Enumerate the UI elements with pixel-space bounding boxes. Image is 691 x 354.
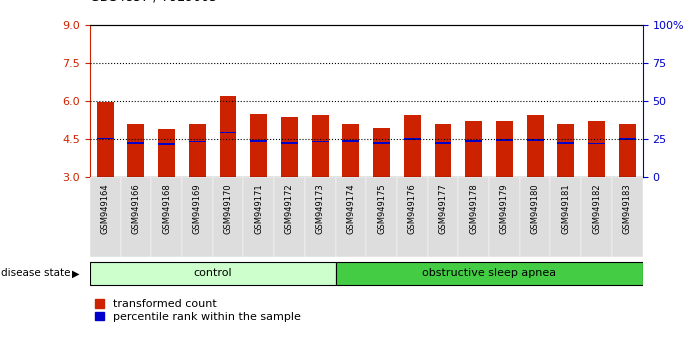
Text: GSM949172: GSM949172: [285, 183, 294, 234]
Bar: [558, 142, 574, 144]
Bar: [404, 115, 421, 177]
Bar: [435, 142, 451, 144]
Text: GSM949181: GSM949181: [561, 183, 570, 234]
Bar: [220, 96, 236, 177]
FancyBboxPatch shape: [489, 177, 520, 257]
Bar: [343, 124, 359, 177]
Text: control: control: [193, 268, 232, 279]
Bar: [97, 102, 113, 177]
Text: disease state: disease state: [1, 268, 70, 278]
Text: GSM949169: GSM949169: [193, 183, 202, 234]
Text: GSM949164: GSM949164: [101, 183, 110, 234]
Text: GSM949171: GSM949171: [254, 183, 263, 234]
Bar: [220, 132, 236, 133]
Bar: [558, 124, 574, 177]
Bar: [619, 124, 636, 177]
Bar: [250, 140, 267, 142]
Text: GSM949183: GSM949183: [623, 183, 632, 234]
FancyBboxPatch shape: [336, 262, 643, 285]
Bar: [373, 127, 390, 177]
Bar: [312, 141, 329, 142]
FancyBboxPatch shape: [90, 177, 120, 257]
Text: GSM949170: GSM949170: [223, 183, 233, 234]
Bar: [404, 138, 421, 140]
Bar: [189, 124, 206, 177]
FancyBboxPatch shape: [581, 177, 612, 257]
Text: GSM949166: GSM949166: [131, 183, 140, 234]
Bar: [588, 143, 605, 144]
FancyBboxPatch shape: [151, 177, 182, 257]
FancyBboxPatch shape: [90, 262, 336, 285]
Bar: [465, 140, 482, 142]
Text: GSM949168: GSM949168: [162, 183, 171, 234]
Bar: [588, 121, 605, 177]
Bar: [281, 116, 298, 177]
FancyBboxPatch shape: [458, 177, 489, 257]
Bar: [189, 141, 206, 142]
Bar: [158, 143, 175, 145]
Bar: [465, 121, 482, 177]
Text: GSM949178: GSM949178: [469, 183, 478, 234]
Text: GSM949175: GSM949175: [377, 183, 386, 234]
Bar: [158, 129, 175, 177]
FancyBboxPatch shape: [520, 177, 551, 257]
FancyBboxPatch shape: [182, 177, 213, 257]
FancyBboxPatch shape: [551, 177, 581, 257]
Bar: [281, 142, 298, 144]
Text: GSM949177: GSM949177: [439, 183, 448, 234]
FancyBboxPatch shape: [243, 177, 274, 257]
FancyBboxPatch shape: [397, 177, 428, 257]
Bar: [97, 138, 113, 139]
FancyBboxPatch shape: [612, 177, 643, 257]
FancyBboxPatch shape: [213, 177, 243, 257]
Legend: transformed count, percentile rank within the sample: transformed count, percentile rank withi…: [95, 299, 301, 322]
Text: GSM949174: GSM949174: [346, 183, 355, 234]
FancyBboxPatch shape: [336, 177, 366, 257]
FancyBboxPatch shape: [305, 177, 336, 257]
Bar: [527, 139, 544, 141]
Bar: [343, 140, 359, 142]
Bar: [127, 124, 144, 177]
Bar: [435, 124, 451, 177]
FancyBboxPatch shape: [120, 177, 151, 257]
Text: GSM949182: GSM949182: [592, 183, 601, 234]
Bar: [496, 121, 513, 177]
Text: ▶: ▶: [72, 268, 79, 278]
Text: GDS4857 / 7929003: GDS4857 / 7929003: [90, 0, 217, 4]
Bar: [312, 115, 329, 177]
FancyBboxPatch shape: [274, 177, 305, 257]
Bar: [496, 139, 513, 141]
Text: GSM949180: GSM949180: [531, 183, 540, 234]
Text: GSM949176: GSM949176: [408, 183, 417, 234]
Bar: [619, 138, 636, 140]
FancyBboxPatch shape: [428, 177, 458, 257]
Text: obstructive sleep apnea: obstructive sleep apnea: [422, 268, 556, 279]
Bar: [373, 142, 390, 144]
Text: GSM949179: GSM949179: [500, 183, 509, 234]
Bar: [250, 114, 267, 177]
FancyBboxPatch shape: [366, 177, 397, 257]
Text: GSM949173: GSM949173: [316, 183, 325, 234]
Bar: [127, 142, 144, 144]
Bar: [527, 115, 544, 177]
